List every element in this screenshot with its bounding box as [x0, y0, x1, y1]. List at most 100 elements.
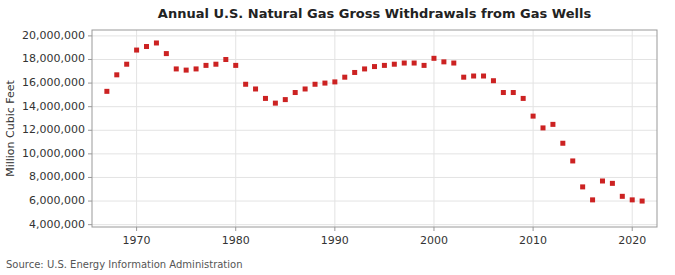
point [481, 74, 486, 79]
point [223, 57, 228, 62]
point [342, 75, 347, 80]
point [203, 63, 208, 68]
x-grid-line [334, 30, 335, 227]
y-axis-label: Million Cubic Feet [4, 79, 17, 176]
y-grid-line [92, 153, 657, 154]
y-grid-line [92, 83, 657, 84]
x-tick-label: 2010 [519, 234, 547, 247]
y-tick-label: 16,000,000 [22, 76, 85, 89]
y-tick [88, 130, 92, 131]
point [293, 90, 298, 95]
plot-frame [92, 30, 657, 227]
point [243, 82, 248, 87]
point [104, 89, 109, 94]
y-tick-label: 6,000,000 [29, 194, 85, 207]
point [273, 101, 278, 106]
point [441, 59, 446, 64]
point [154, 40, 159, 45]
point [590, 197, 595, 202]
y-grid-line [92, 224, 657, 225]
points [104, 40, 644, 203]
point [174, 66, 179, 71]
point [402, 61, 407, 66]
axes: 4,000,0006,000,0008,000,00010,000,00012,… [22, 29, 646, 247]
y-tick [88, 59, 92, 60]
point [491, 78, 496, 83]
point [531, 114, 536, 119]
point [451, 61, 456, 66]
y-tick [88, 106, 92, 107]
point [471, 74, 476, 79]
point [184, 68, 189, 73]
point [541, 125, 546, 130]
point [431, 56, 436, 61]
y-grid-line [92, 35, 657, 36]
title: Annual U.S. Natural Gas Gross Withdrawal… [158, 6, 592, 21]
point [422, 63, 427, 68]
point [461, 75, 466, 80]
x-tick-label: 1980 [222, 234, 250, 247]
source-note: Source: U.S. Energy Information Administ… [6, 259, 243, 270]
y-tick [88, 83, 92, 84]
y-tick [88, 177, 92, 178]
point [560, 141, 565, 146]
x-tick [533, 227, 534, 231]
point [412, 61, 417, 66]
y-grid-line [92, 59, 657, 60]
x-tick [433, 227, 434, 231]
point [620, 194, 625, 199]
point [124, 62, 129, 67]
y-tick [88, 35, 92, 36]
point [610, 181, 615, 186]
y-grid-line [92, 130, 657, 131]
point [550, 122, 555, 127]
point [213, 62, 218, 67]
y-grid-line [92, 106, 657, 107]
point [134, 48, 139, 53]
point [322, 81, 327, 86]
point [332, 79, 337, 84]
x-grid-line [533, 30, 534, 227]
x-tick [334, 227, 335, 231]
x-tick-label: 1970 [123, 234, 151, 247]
point [600, 178, 605, 183]
y-tick-label: 10,000,000 [22, 147, 85, 160]
y-tick-label: 14,000,000 [22, 100, 85, 113]
x-grid-line [136, 30, 137, 227]
point [194, 66, 199, 71]
point [521, 96, 526, 101]
point [253, 86, 258, 91]
y-tick-label: 18,000,000 [22, 52, 85, 65]
x-tick-label: 2020 [618, 234, 646, 247]
point [313, 82, 318, 87]
y-tick [88, 201, 92, 202]
point [372, 64, 377, 69]
point [580, 184, 585, 189]
point [382, 63, 387, 68]
point [352, 70, 357, 75]
point [114, 72, 119, 77]
point [263, 96, 268, 101]
x-tick [136, 227, 137, 231]
point [392, 62, 397, 67]
point [570, 158, 575, 163]
point [144, 44, 149, 49]
y-tick-label: 20,000,000 [22, 29, 85, 42]
chart: 4,000,0006,000,0008,000,00010,000,00012,… [0, 0, 675, 275]
x-tick [632, 227, 633, 231]
point [511, 90, 516, 95]
y-tick-label: 8,000,000 [29, 170, 85, 183]
x-tick-label: 1990 [321, 234, 349, 247]
y-tick [88, 224, 92, 225]
y-tick-label: 4,000,000 [29, 218, 85, 231]
x-tick-label: 2000 [420, 234, 448, 247]
point [233, 63, 238, 68]
point [164, 51, 169, 56]
point [283, 97, 288, 102]
x-grid-line [235, 30, 236, 227]
grid [92, 30, 657, 227]
point [362, 66, 367, 71]
point [630, 197, 635, 202]
point [640, 199, 645, 204]
y-grid-line [92, 177, 657, 178]
